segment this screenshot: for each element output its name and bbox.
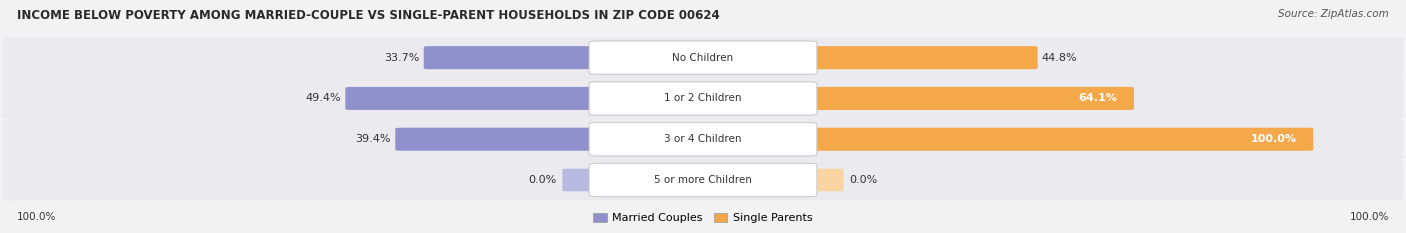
Text: 0.0%: 0.0% <box>849 175 877 185</box>
Text: No Children: No Children <box>672 53 734 63</box>
FancyBboxPatch shape <box>589 163 817 197</box>
FancyBboxPatch shape <box>3 119 1403 160</box>
Text: 33.7%: 33.7% <box>384 53 419 63</box>
Text: 1 or 2 Children: 1 or 2 Children <box>664 93 742 103</box>
Text: 3 or 4 Children: 3 or 4 Children <box>664 134 742 144</box>
FancyBboxPatch shape <box>395 128 603 151</box>
Text: 44.8%: 44.8% <box>1042 53 1077 63</box>
Text: 100.0%: 100.0% <box>17 212 56 222</box>
Text: 100.0%: 100.0% <box>1250 134 1296 144</box>
FancyBboxPatch shape <box>803 46 1038 69</box>
Text: 5 or more Children: 5 or more Children <box>654 175 752 185</box>
FancyBboxPatch shape <box>803 87 1135 110</box>
FancyBboxPatch shape <box>589 41 817 74</box>
Legend: Married Couples, Single Parents: Married Couples, Single Parents <box>589 208 817 227</box>
FancyBboxPatch shape <box>423 46 603 69</box>
FancyBboxPatch shape <box>562 169 602 191</box>
FancyBboxPatch shape <box>3 37 1403 78</box>
Text: 100.0%: 100.0% <box>1350 212 1389 222</box>
FancyBboxPatch shape <box>804 169 844 191</box>
FancyBboxPatch shape <box>3 160 1403 200</box>
Text: 49.4%: 49.4% <box>305 93 342 103</box>
FancyBboxPatch shape <box>589 82 817 115</box>
FancyBboxPatch shape <box>3 78 1403 119</box>
FancyBboxPatch shape <box>803 128 1313 151</box>
Text: INCOME BELOW POVERTY AMONG MARRIED-COUPLE VS SINGLE-PARENT HOUSEHOLDS IN ZIP COD: INCOME BELOW POVERTY AMONG MARRIED-COUPL… <box>17 9 720 22</box>
Text: 39.4%: 39.4% <box>356 134 391 144</box>
Text: 0.0%: 0.0% <box>529 175 557 185</box>
FancyBboxPatch shape <box>346 87 603 110</box>
Text: Source: ZipAtlas.com: Source: ZipAtlas.com <box>1278 9 1389 19</box>
FancyBboxPatch shape <box>589 123 817 156</box>
Text: 64.1%: 64.1% <box>1078 93 1118 103</box>
